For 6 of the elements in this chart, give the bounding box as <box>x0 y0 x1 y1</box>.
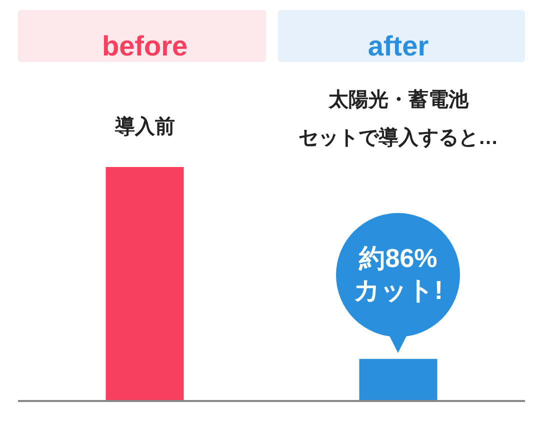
annotation: 約86% カット! <box>353 242 444 305</box>
text: 太陽光・蓄電池 <box>327 89 470 111</box>
text: セットで導入すると… <box>298 126 498 149</box>
x-tick-label: before <box>102 30 188 62</box>
text: 導入前 <box>114 115 175 138</box>
x-tick-label: after <box>368 30 429 62</box>
